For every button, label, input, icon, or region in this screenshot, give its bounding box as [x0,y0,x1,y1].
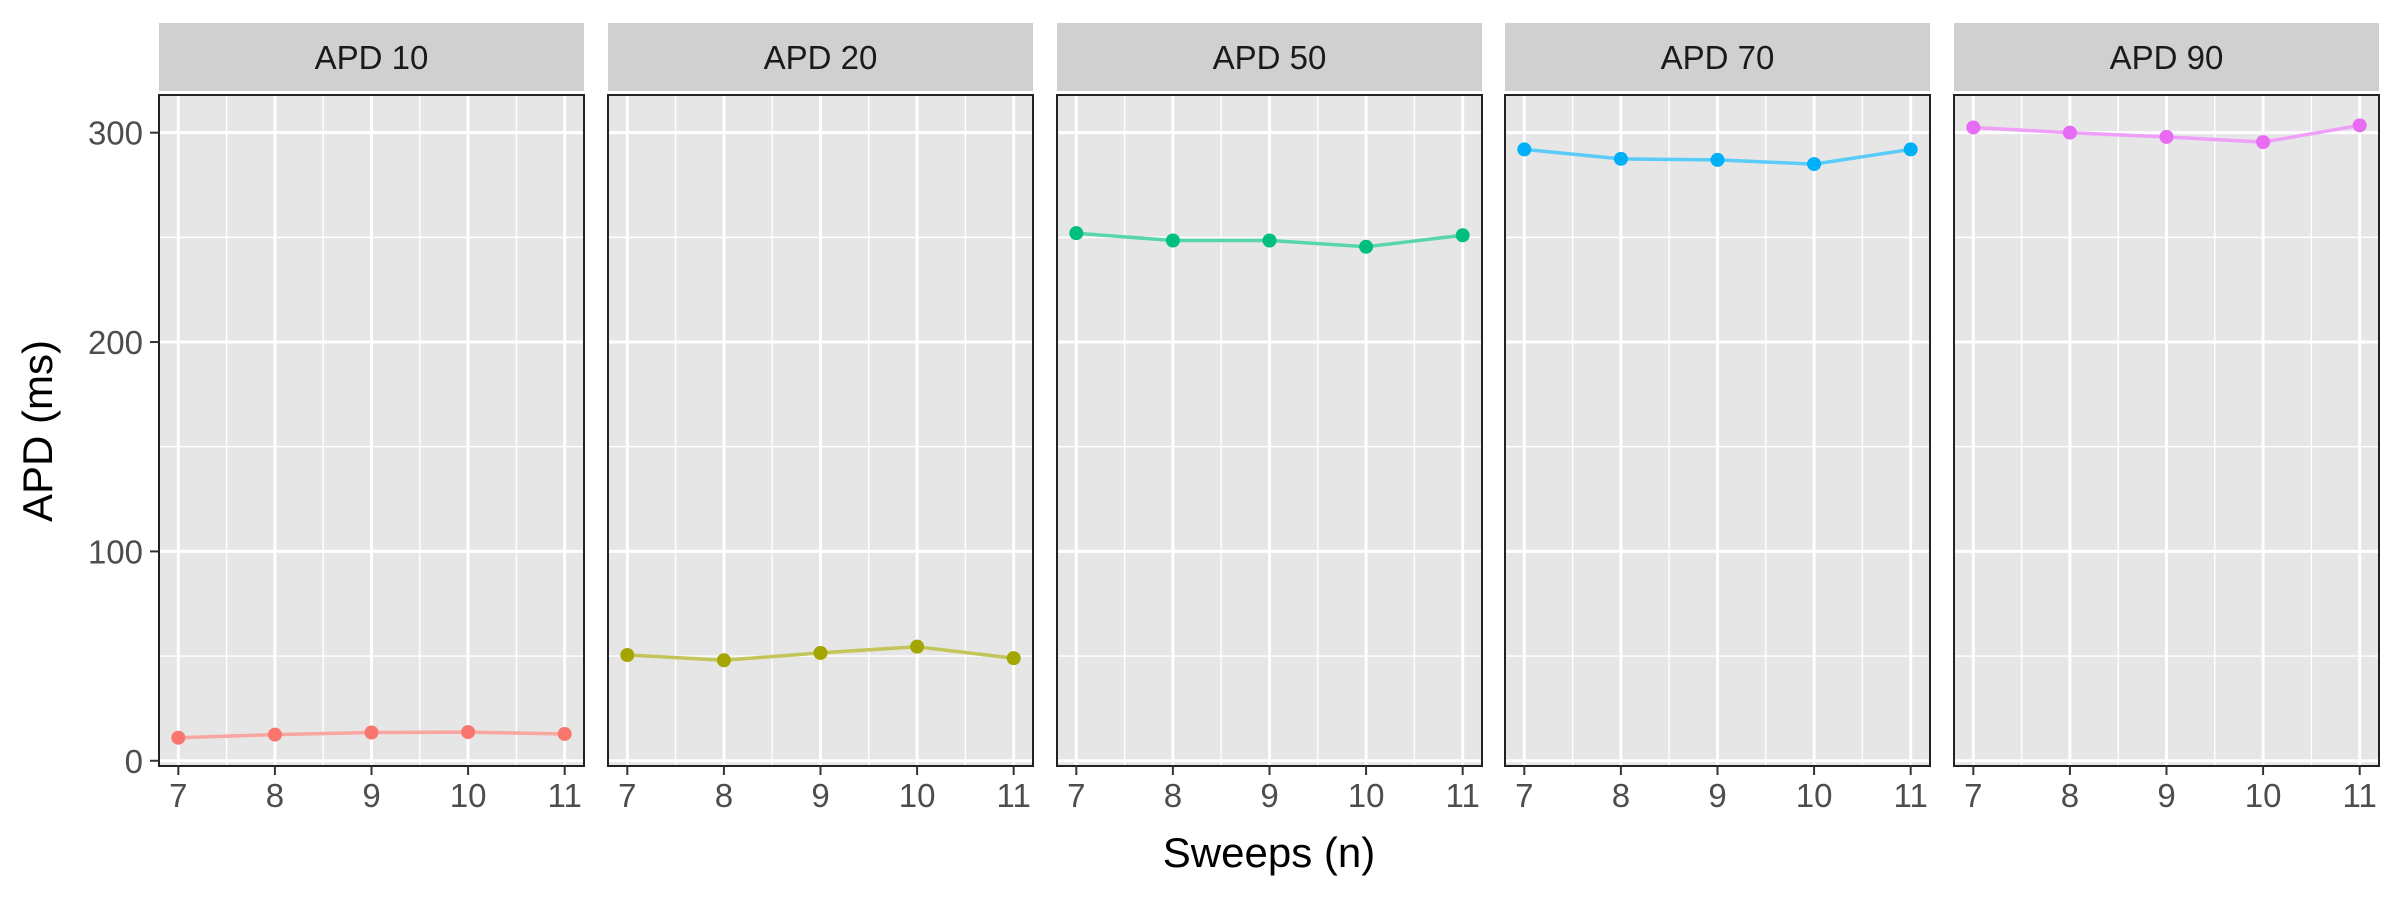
y-axis-title: APD (ms) [14,340,61,522]
y-tick-label: 100 [88,533,143,570]
x-tick-label: 11 [997,777,1031,814]
data-point [2256,135,2271,150]
x-tick-label: 8 [1164,777,1182,814]
x-tick-label: 10 [899,777,936,814]
data-point [1966,120,1981,135]
data-point [1807,157,1822,172]
x-tick-label: 8 [715,777,733,814]
data-point [2352,118,2367,133]
data-point [910,639,925,654]
x-tick-label: 10 [2245,777,2282,814]
x-tick-label: 10 [1348,777,1385,814]
data-point [1710,152,1725,167]
x-tick-label: 9 [811,777,829,814]
y-tick-label: 0 [125,743,143,780]
x-tick-label: 9 [362,777,380,814]
data-point [620,648,635,663]
facet-panel-1: APD 10 7 8 9 10 11 [158,23,585,814]
data-point [267,727,282,742]
data-point [1455,228,1470,243]
facet-strip-label: APD 90 [2110,39,2224,76]
x-tick-label: 11 [548,777,582,814]
x-tick-label: 8 [2061,777,2079,814]
x-tick-label: 7 [1515,777,1533,814]
data-point [1165,233,1180,248]
data-point [1517,142,1532,157]
data-point [557,726,572,741]
data-point [1613,151,1628,166]
x-tick-label: 7 [1964,777,1982,814]
x-tick-label: 10 [450,777,487,814]
x-tick-label: 10 [1796,777,1833,814]
x-tick-label: 9 [1260,777,1278,814]
data-point [1006,651,1021,666]
x-axis-title: Sweeps (n) [1163,829,1375,876]
x-tick-label: 8 [266,777,284,814]
facet-strip-label: APD 20 [764,39,878,76]
y-tick-label: 200 [88,324,143,361]
x-tick-label: 7 [169,777,187,814]
data-point [2062,125,2077,140]
data-point [1262,233,1277,248]
x-tick-label: 11 [1446,777,1480,814]
facet-panel-5: APD 90 7 8 9 10 11 [1953,23,2380,814]
x-tick-label: 8 [1612,777,1630,814]
facet-panel-4: APD 70 7 8 9 10 11 [1504,23,1931,814]
data-point [1359,239,1374,254]
data-point [716,653,731,668]
y-tick-label: 300 [88,115,143,152]
facet-strip [1505,23,1930,91]
data-point [1903,142,1918,157]
data-point [171,730,186,745]
data-point [2159,129,2174,144]
facet-strip-label: APD 10 [315,39,429,76]
facet-panel-2: APD 20 7 8 9 10 11 [607,23,1034,814]
x-tick-label: 9 [2157,777,2175,814]
data-point [364,725,379,740]
facet-strip [608,23,1033,91]
x-tick-label: 11 [1894,777,1928,814]
facet-strip [1954,23,2379,91]
data-point [461,725,476,740]
facet-strip [159,23,584,91]
x-tick-label: 7 [618,777,636,814]
x-tick-label: 7 [1067,777,1085,814]
data-point [813,645,828,660]
facet-strip-label: APD 50 [1213,39,1327,76]
facet-panel-3: APD 50 7 8 9 10 11 [1056,23,1483,814]
x-tick-label: 11 [2343,777,2377,814]
facet-strip [1057,23,1482,91]
data-point [1069,226,1084,241]
facet-strip-label: APD 70 [1661,39,1775,76]
x-tick-label: 9 [1708,777,1726,814]
